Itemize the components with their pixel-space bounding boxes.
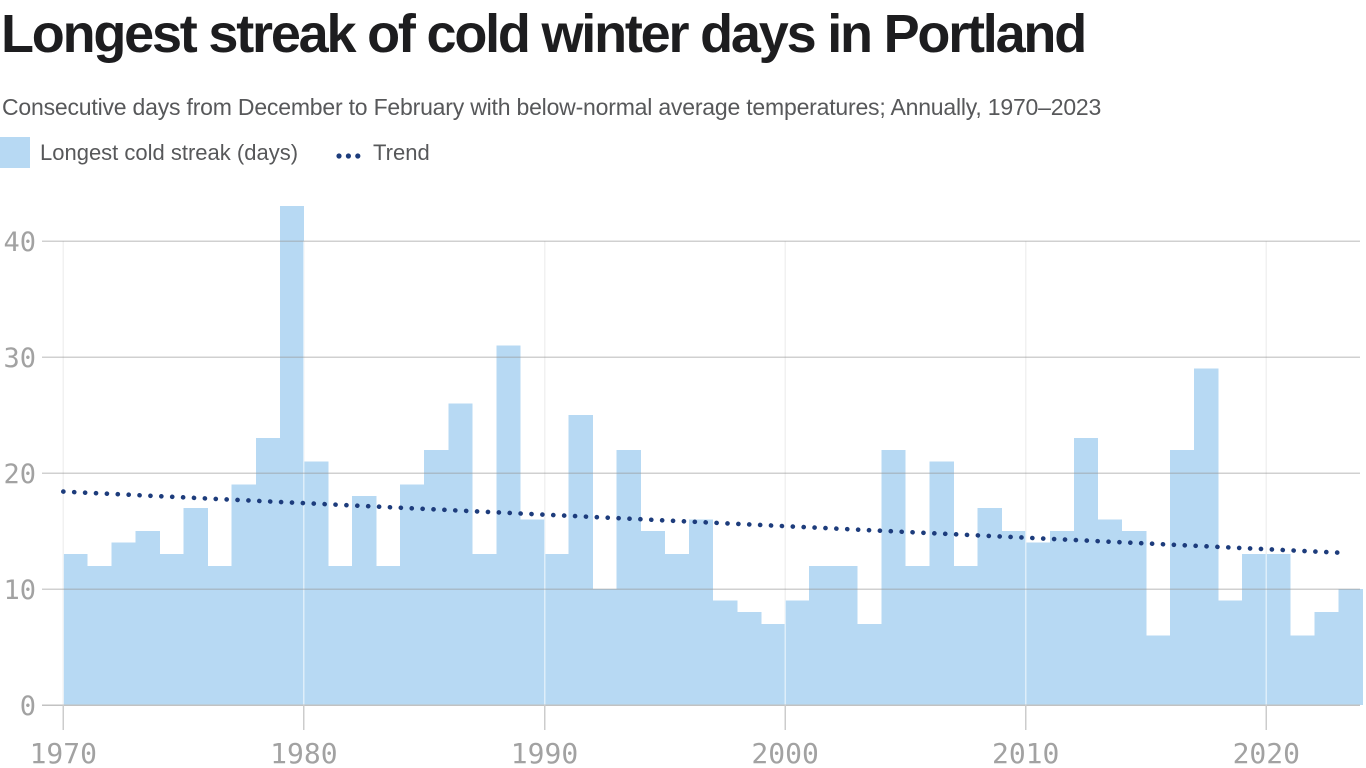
bar-2007 (953, 565, 978, 705)
bar-1971 (87, 565, 112, 705)
bar-1999 (761, 623, 786, 705)
x-tick-label: 1980 (270, 737, 337, 768)
bar-1980 (303, 461, 329, 705)
bar-1982 (352, 496, 377, 705)
x-tick-label: 1990 (511, 737, 578, 768)
bar-2012 (1073, 438, 1099, 705)
bar-2008 (977, 507, 1002, 705)
chart-subtitle: Consecutive days from December to Februa… (2, 94, 1102, 120)
bar-2009 (1001, 531, 1026, 705)
bar-1989 (520, 519, 545, 705)
bar-2016 (1170, 449, 1195, 705)
bar-2011 (1049, 531, 1075, 705)
bar-2000 (785, 600, 810, 705)
bar-1996 (688, 519, 714, 705)
bar-1976 (207, 565, 233, 705)
legend-bar-swatch (0, 137, 30, 168)
bar-1994 (640, 531, 666, 705)
legend-trend-dots-icon (336, 140, 362, 166)
bar-1992 (592, 589, 617, 705)
bar-1983 (376, 565, 401, 705)
bar-2005 (905, 565, 930, 705)
bar-1988 (496, 345, 521, 705)
chart-legend: Longest cold streak (days) Trend (0, 137, 430, 168)
bar-1987 (472, 554, 497, 705)
bar-2018 (1218, 600, 1243, 705)
y-tick-label: 40 (3, 227, 36, 258)
x-tick-label: 1970 (30, 737, 97, 768)
bar-2001 (809, 565, 834, 705)
bar-1979 (279, 206, 305, 705)
bar-1975 (183, 507, 208, 705)
bar-2013 (1097, 519, 1123, 705)
bar-2014 (1121, 531, 1147, 705)
bar-1970 (63, 554, 88, 705)
bar-2021 (1290, 635, 1315, 705)
bar-1991 (568, 415, 593, 705)
bar-2017 (1194, 368, 1219, 705)
bar-1998 (736, 612, 762, 705)
bar-1990 (544, 554, 569, 705)
bar-1985 (424, 449, 449, 705)
bar-2019 (1242, 554, 1267, 705)
x-tick-label: 2020 (1233, 737, 1300, 768)
bar-1974 (159, 554, 184, 705)
x-tick-label: 2000 (751, 737, 818, 768)
bar-2023 (1338, 589, 1363, 705)
chart-title: Longest streak of cold winter days in Po… (1, 4, 1087, 64)
bar-1984 (400, 484, 425, 705)
y-tick-label: 0 (20, 691, 36, 722)
bar-2010 (1025, 542, 1051, 705)
bar-2004 (881, 449, 906, 705)
bar-2020 (1266, 554, 1291, 705)
legend-bar-label: Longest cold streak (days) (40, 139, 299, 165)
y-tick-label: 30 (3, 343, 36, 374)
bar-1981 (327, 565, 353, 705)
bar-1997 (712, 600, 738, 705)
bar-2003 (857, 623, 882, 705)
legend-trend-label: Trend (373, 139, 430, 165)
bar-1995 (664, 554, 690, 705)
trend-line (60, 489, 1348, 556)
bar-2006 (929, 461, 954, 705)
bar-1986 (448, 403, 473, 705)
bar-2002 (833, 565, 858, 705)
bar-2015 (1146, 635, 1171, 705)
y-tick-label: 10 (3, 575, 36, 606)
bar-1977 (231, 484, 257, 705)
bar-1973 (135, 531, 160, 705)
x-tick-label: 2010 (992, 737, 1059, 768)
bar-2022 (1314, 612, 1339, 705)
bar-1972 (111, 542, 136, 705)
y-tick-label: 20 (3, 459, 36, 490)
bar-1978 (255, 438, 281, 705)
bar-1993 (616, 449, 642, 705)
